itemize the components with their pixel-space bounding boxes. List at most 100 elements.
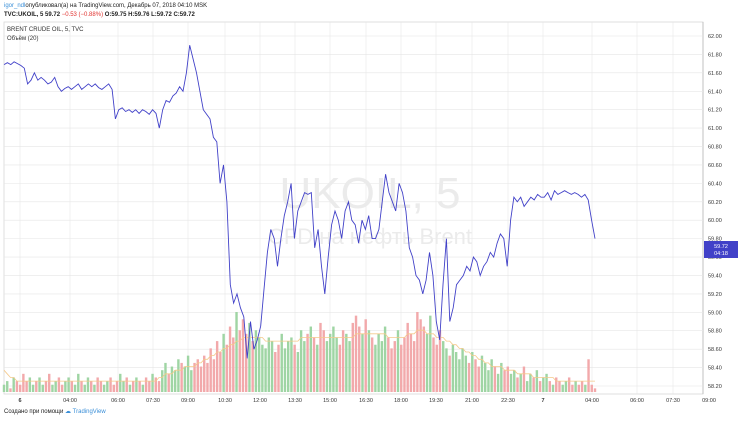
x-tick-label: 06:00 [111,398,125,404]
volume-bar [222,333,225,392]
y-tick-label: 61.40 [708,89,722,95]
volume-bar [461,348,464,392]
volume-bar [125,377,128,392]
volume-bar [38,377,41,392]
volume-bar [503,370,506,392]
volume-bar [580,381,584,392]
current-price: 59.72 [45,12,61,18]
volume-bar [18,384,22,392]
volume-bar [338,344,342,392]
volume-bar [209,348,212,392]
x-tick-label: 16:30 [359,398,373,404]
volume-bar [235,312,238,392]
x-tick-label: 09:00 [181,398,195,404]
volume-bar [177,359,180,392]
volume-bar [199,366,203,392]
volume-bar [80,381,83,392]
volume-bar [89,381,93,392]
y-tick-label: 58.60 [708,347,722,353]
volume-bar [380,341,384,392]
volume-bar [403,337,406,392]
symbol-label: TVC:UKOIL, 5 [4,12,44,18]
y-tick-label: 58.80 [708,329,722,335]
volume-bar [435,344,438,392]
symbol-ohlc-line: TVC:UKOIL, 5 59.72 −0.53 (−0.88%) O:59.7… [4,11,195,20]
volume-bar [535,370,539,392]
volume-bar [238,330,241,392]
volume-bar [354,315,358,392]
y-tick-label: 60.00 [708,218,722,224]
volume-bar [135,377,138,392]
volume-bar [345,333,348,392]
y-tick-label: 61.20 [708,108,722,114]
volume-bar [593,388,597,392]
volume-bar [412,341,416,392]
y-tick-label: 60.60 [708,163,722,169]
publisher-username[interactable]: igor_ndl [4,3,26,9]
volume-bar [325,341,329,392]
volume-bar [406,322,409,392]
volume-bar [480,355,484,392]
x-tick-label: 22:30 [501,398,515,404]
volume-bar [115,381,119,392]
volume-bar [51,384,54,392]
volume-bar [538,381,542,392]
x-tick-label: 07:30 [666,398,680,404]
volume-bar [267,337,271,392]
volume-bar [48,373,51,392]
y-tick-label: 60.80 [708,145,722,151]
volume-bar [545,373,548,392]
volume-bar [245,333,248,392]
volume-bar [186,355,190,392]
volume-bar [15,381,19,392]
volume-bar [96,377,99,392]
volume-bar [138,381,141,392]
volume-bar [519,373,522,392]
volume-bar [364,319,367,392]
volume-bar [183,366,187,392]
volume-bar [358,326,361,392]
volume-bar [522,366,526,392]
volume-bar [83,384,86,392]
volume-bar [558,381,561,392]
volume-bar [41,384,44,392]
volume-bar [387,337,390,392]
volume-bar [377,333,380,392]
tradingview-brand-link[interactable]: TradingView [72,409,106,415]
chart-title: BRENT CRUDE OIL, 5, TVC [7,27,84,33]
x-tick-label: 18:00 [394,398,408,404]
tradingview-logo-icon[interactable]: ☁ [65,409,71,415]
y-tick-label: 61.00 [708,126,722,132]
price-line [3,45,596,359]
volume-bar [506,366,510,392]
volume-bar [309,326,313,392]
y-tick-label: 59.40 [708,273,722,279]
volume-bar [374,344,377,392]
footer: Создано при помощи ☁ TradingView [4,408,106,415]
volume-indicator-label: Объём (20) [7,36,38,42]
last-price-badge [704,241,738,258]
volume-bar [471,352,474,392]
volume-bar [264,348,267,392]
volume-bar [251,341,254,392]
volume-bar [22,373,25,392]
volume-bar [454,352,458,392]
volume-bar [564,381,568,392]
volume-bar [370,337,374,392]
volume-bar [567,377,571,392]
volume-bar [438,330,442,392]
volume-ma-line [3,329,595,382]
volume-bar [286,341,290,392]
volume-bar [170,366,174,392]
volume-bar [193,362,196,392]
last-price-label: 59.72 [714,244,728,250]
volume-bar [248,322,251,392]
volume-bar [12,377,15,392]
volume-bar [148,381,151,392]
y-tick-label: 58.40 [708,366,722,372]
volume-bar [312,337,316,392]
volume-bar [228,326,232,392]
volume-bar [464,355,468,392]
volume-bar [119,373,122,392]
